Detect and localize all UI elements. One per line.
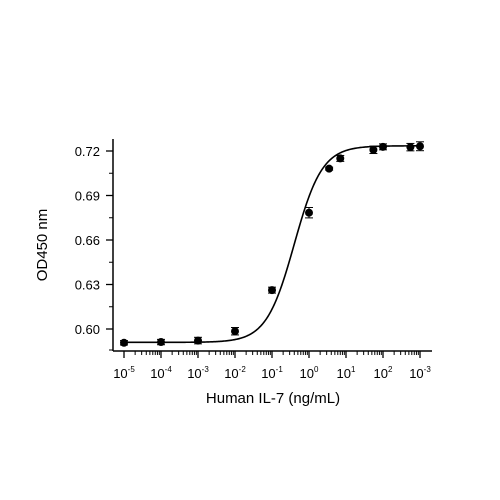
y-axis-title: OD450 nm [34, 209, 51, 282]
data-point [194, 336, 202, 345]
data-point [268, 286, 276, 295]
data-point [120, 338, 128, 347]
axes [112, 139, 432, 352]
x-tick-label-exponent: -3 [424, 365, 432, 374]
error-bars [120, 141, 424, 346]
x-tick-label-exponent: 0 [314, 365, 319, 374]
x-tick-label-base: 10 [300, 366, 314, 381]
x-tick-label-base: 10 [224, 366, 238, 381]
y-tick-label: 0.60 [75, 322, 100, 337]
x-axis-title: Human IL-7 (ng/mL) [206, 390, 340, 407]
x-ticks: 10-5 10-4 10-3 10-2 10-1 100 101 102 10-3 [113, 351, 431, 381]
x-tick-label-base: 10 [187, 366, 201, 381]
x-tick-label-base: 10 [374, 366, 388, 381]
x-tick-label-base: 10 [261, 366, 275, 381]
x-tick-label-exponent: -4 [165, 365, 173, 374]
x-tick-label-base: 10 [113, 366, 127, 381]
x-tick-label: 10-2 [224, 365, 246, 381]
data-points [120, 142, 424, 347]
data-point [231, 327, 239, 336]
x-tick-label: 101 [337, 365, 356, 381]
x-tick-label-exponent: 1 [351, 365, 356, 374]
data-point [416, 142, 424, 151]
x-tick-label: 102 [374, 365, 393, 381]
x-tick-label: 10-1 [261, 365, 283, 381]
data-point [369, 145, 378, 154]
data-point [325, 164, 334, 173]
data-point [406, 143, 415, 152]
x-tick-label-exponent: -2 [239, 365, 247, 374]
x-tick-label: 10-4 [150, 365, 172, 381]
y-tick-label: 0.66 [75, 233, 100, 248]
data-point [305, 208, 313, 217]
x-tick-label-base: 10 [409, 366, 423, 381]
data-point [336, 154, 345, 163]
x-tick-label-exponent: 2 [388, 365, 393, 374]
x-tick-label: 100 [300, 365, 319, 381]
data-point [379, 142, 387, 151]
y-tick-label: 0.63 [75, 278, 100, 293]
data-point [157, 338, 165, 347]
x-tick-label: 10-5 [113, 365, 135, 381]
x-tick-label: 10-3 [409, 365, 431, 381]
fit-curve [124, 145, 420, 344]
y-ticks: 0.60 0.63 0.66 0.69 0.72 [75, 144, 113, 351]
x-tick-label-exponent: -3 [202, 365, 210, 374]
x-tick-label-exponent: -1 [276, 365, 284, 374]
y-tick-label: 0.69 [75, 189, 100, 204]
x-tick-label-exponent: -5 [128, 365, 136, 374]
x-tick-label: 10-3 [187, 365, 209, 381]
fit-curve-layer [124, 145, 420, 344]
x-tick-label-base: 10 [150, 366, 164, 381]
x-tick-label-base: 10 [337, 366, 351, 381]
y-tick-label: 0.72 [75, 144, 100, 159]
